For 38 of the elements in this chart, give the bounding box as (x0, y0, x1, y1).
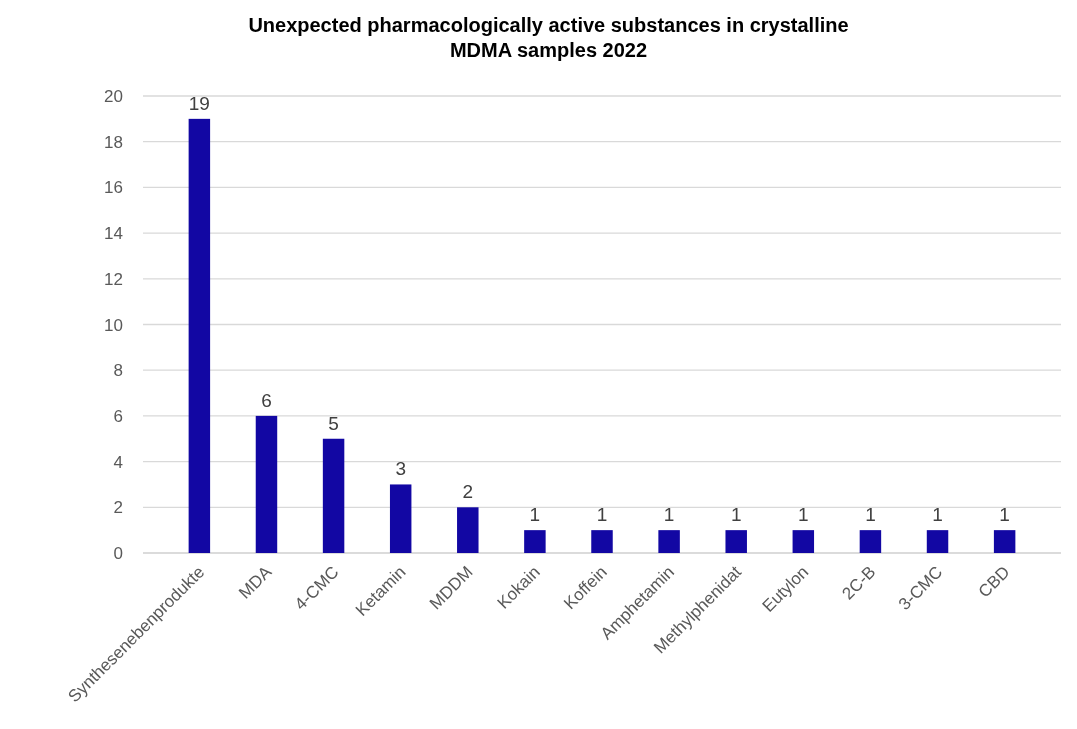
bar (658, 530, 680, 553)
bar (926, 530, 949, 553)
data-label: 3 (395, 458, 406, 480)
data-label: 1 (999, 504, 1010, 526)
bar (591, 530, 613, 553)
data-label: 2 (462, 481, 474, 503)
bar (255, 415, 278, 553)
y-tick-label: 10 (104, 315, 123, 335)
bar (993, 530, 1016, 553)
bar (389, 484, 412, 553)
data-label: 1 (663, 504, 675, 526)
data-label: 1 (865, 504, 876, 526)
bar (524, 530, 546, 553)
bar (322, 438, 345, 553)
data-label: 1 (596, 504, 608, 526)
y-tick-label: 0 (113, 544, 123, 563)
bar (457, 507, 479, 553)
data-label: 1 (798, 504, 809, 526)
data-label: 1 (932, 504, 943, 526)
bar (792, 530, 815, 553)
chart-title: Unexpected pharmacologically active substances in crystalline MDMA samples 2022 (248, 14, 849, 61)
y-tick-label: 16 (104, 178, 123, 198)
data-label: 6 (261, 389, 272, 411)
y-tick-label: 8 (113, 361, 123, 381)
y-tick-label: 12 (104, 269, 123, 289)
bar (859, 530, 882, 553)
data-label: 19 (188, 92, 210, 114)
y-tick-label: 2 (113, 498, 123, 518)
data-label: 1 (529, 504, 541, 526)
y-tick-label: 6 (113, 406, 123, 426)
data-label: 1 (730, 504, 742, 526)
data-label: 5 (328, 412, 339, 434)
y-tick-label: 14 (104, 224, 123, 244)
y-tick-label: 18 (104, 132, 123, 152)
y-tick-label: 4 (113, 452, 123, 472)
y-tick-label: 20 (104, 87, 123, 106)
bar (725, 530, 747, 553)
bar (188, 118, 211, 553)
